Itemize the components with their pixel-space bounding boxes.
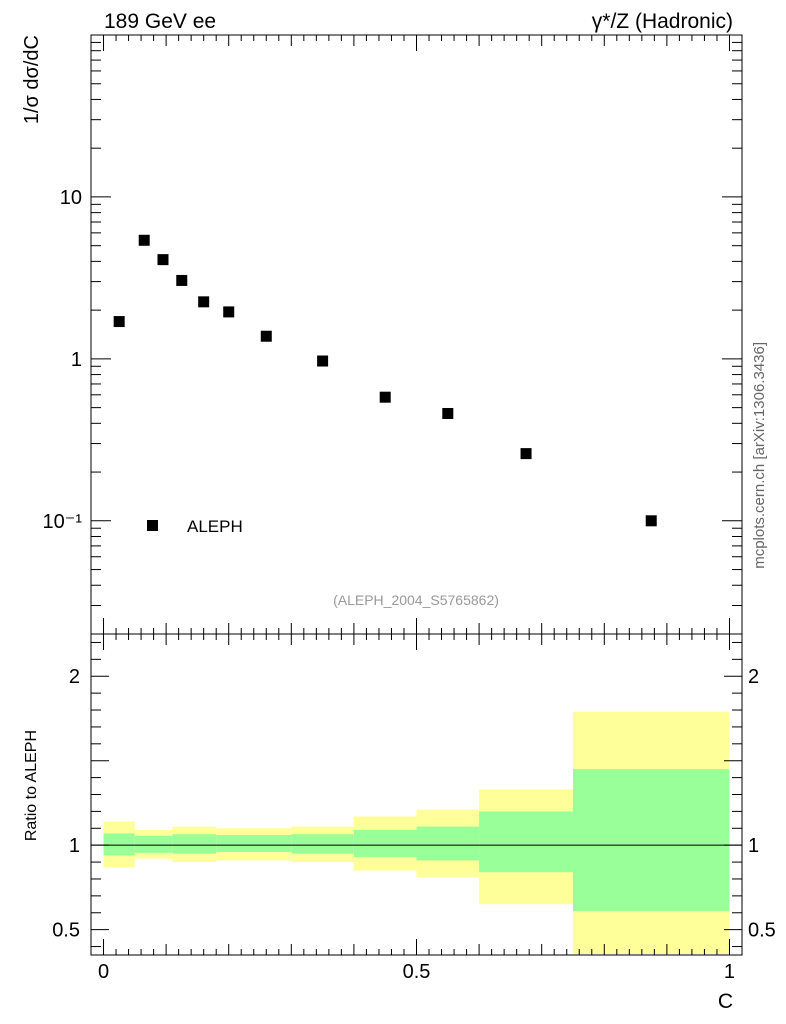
aleph-data-point-5 bbox=[223, 306, 235, 318]
ratio-y-tick-label-right: 0.5 bbox=[748, 920, 776, 942]
ratio-y-tick-label-left: 0.5 bbox=[52, 920, 80, 942]
aleph-data-point-1 bbox=[138, 234, 150, 246]
x-tick-label: 0 bbox=[98, 961, 109, 983]
main-y-tick-label: 10⁻¹ bbox=[43, 511, 83, 533]
stat-uncertainty-band-5 bbox=[353, 829, 417, 858]
header-process-label: γ*/Z (Hadronic) bbox=[592, 10, 733, 33]
ratio-y-tick-label-left: 2 bbox=[69, 666, 80, 688]
main-y-tick-label: 10 bbox=[60, 187, 82, 209]
aleph-data-markers bbox=[113, 234, 657, 527]
aleph-data-point-11 bbox=[645, 515, 657, 527]
aleph-data-point-10 bbox=[520, 448, 532, 460]
legend-aleph-marker bbox=[147, 520, 158, 531]
stat-uncertainty-band-2 bbox=[172, 834, 217, 854]
stat-uncertainty-band-3 bbox=[216, 835, 292, 852]
stat-uncertainty-band-4 bbox=[291, 834, 354, 854]
aleph-data-point-8 bbox=[379, 391, 391, 403]
main-y-axis-title: 1/σ dσ/dC bbox=[21, 35, 43, 124]
aleph-data-point-6 bbox=[260, 330, 272, 342]
aleph-data-point-4 bbox=[198, 296, 210, 308]
ratio-y-tick-label-right: 1 bbox=[748, 835, 759, 857]
ratio-y-tick-label-left: 1 bbox=[69, 835, 80, 857]
aleph-data-point-7 bbox=[317, 355, 329, 367]
stat-uncertainty-band-6 bbox=[416, 826, 480, 861]
stat-uncertainty-band-8 bbox=[572, 769, 730, 912]
legend-aleph-label: ALEPH bbox=[187, 517, 243, 536]
main-y-tick-label: 1 bbox=[71, 349, 82, 371]
analysis-id-label: (ALEPH_2004_S5765862) bbox=[333, 592, 499, 608]
aleph-data-point-3 bbox=[176, 274, 188, 286]
x-tick-label: 0.5 bbox=[403, 961, 431, 983]
aleph-data-point-2 bbox=[157, 254, 169, 266]
ratio-y-tick-label-right: 2 bbox=[748, 666, 759, 688]
axis-tick-labels: 10⁻¹ 1 10 0.5 0.5 1 1 2 2 0 0.5 1 bbox=[43, 187, 776, 983]
header-energy-label: 189 GeV ee bbox=[104, 10, 216, 33]
ratio-bands bbox=[103, 711, 730, 954]
main-panel-frame bbox=[90, 34, 743, 635]
aleph-data-point-0 bbox=[113, 316, 125, 328]
ratio-y-axis-title: Ratio to ALEPH bbox=[23, 730, 40, 841]
x-tick-label: 1 bbox=[724, 961, 735, 983]
stat-uncertainty-band-0 bbox=[103, 833, 135, 856]
mcplots-side-label: mcplots.cern.ch [arXiv:1306.3436] bbox=[751, 342, 768, 569]
x-axis-title: C bbox=[718, 990, 733, 1013]
axis-ticks bbox=[91, 35, 742, 955]
aleph-data-point-9 bbox=[442, 407, 454, 419]
stat-uncertainty-band-1 bbox=[134, 835, 173, 853]
stat-uncertainty-band-7 bbox=[479, 811, 573, 873]
